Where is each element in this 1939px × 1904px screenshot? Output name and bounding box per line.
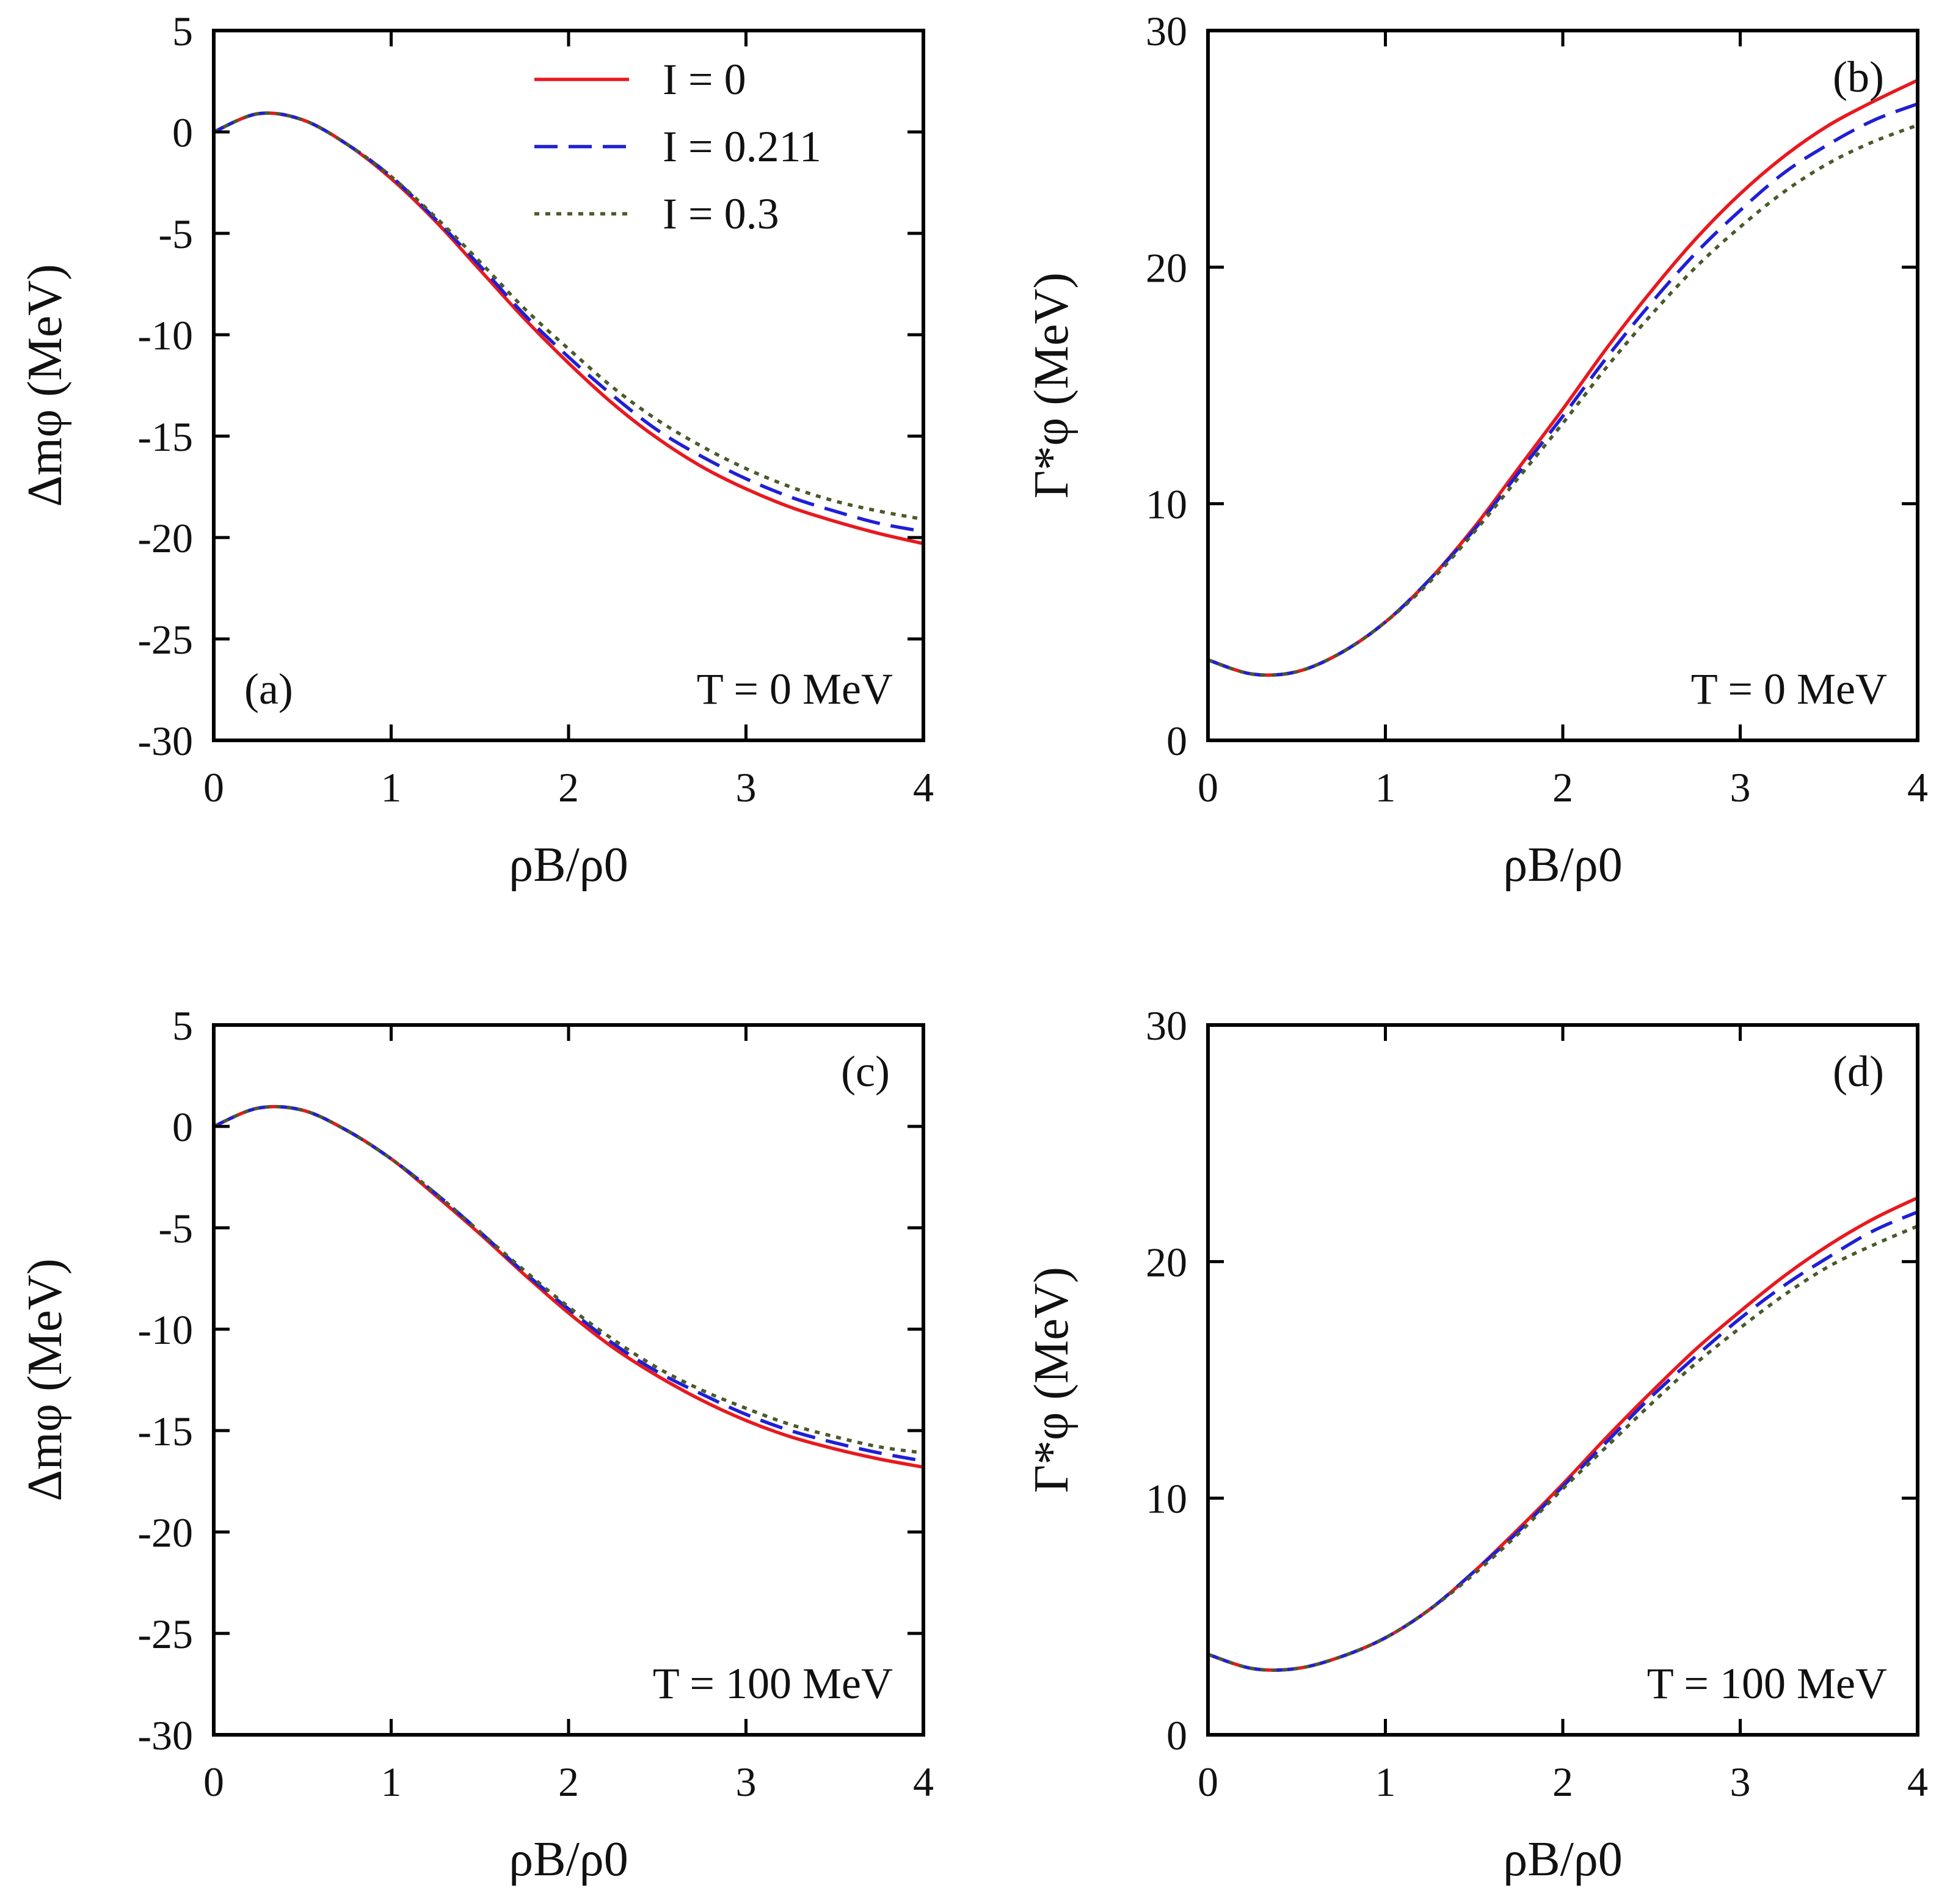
- x-tick-label: 2: [558, 1759, 579, 1805]
- x-tick-label: 0: [1198, 764, 1218, 811]
- series-group: [1208, 1196, 1918, 1672]
- y-tick-label: 0: [1166, 1712, 1187, 1759]
- plot-frame: [1206, 1023, 1919, 1737]
- series-line-1: [214, 111, 923, 545]
- plot-frame: [212, 1023, 925, 1737]
- y-tick-label: -25: [137, 1611, 193, 1657]
- series-group: [1208, 78, 1918, 677]
- x-tick-label: 1: [381, 1759, 402, 1805]
- y-tick-label: -5: [158, 211, 193, 257]
- panel-label: (c): [841, 1047, 890, 1096]
- x-tick-label: 2: [558, 764, 579, 811]
- panel-label: (b): [1833, 53, 1884, 101]
- y-tick-label: 20: [1146, 1239, 1187, 1285]
- y-tick-label: 0: [1166, 718, 1187, 764]
- x-tick-label: 4: [913, 764, 934, 811]
- series-line-2: [214, 111, 923, 533]
- y-tick-label: -15: [137, 1408, 193, 1454]
- y-tick-label: -15: [137, 414, 193, 460]
- x-tick-label: 1: [1375, 764, 1396, 811]
- chart-panel-2: 0 1 2 3 4 0 10 20 30 ρB/ρ0 Γ*φ (MeV) (b) T = 0 MeV: [1025, 8, 1928, 892]
- y-tick-label: 20: [1146, 244, 1187, 291]
- x-axis-label: ρB/ρ0: [509, 838, 628, 892]
- y-tick-label: 30: [1146, 8, 1187, 54]
- x-tick-label: 3: [736, 764, 757, 811]
- y-tick-label: -5: [158, 1205, 193, 1252]
- y-tick-label: 5: [172, 8, 193, 54]
- legend-entry-label: I = 0.3: [663, 189, 779, 238]
- series-line-1: [1208, 78, 1918, 677]
- series-line-3: [214, 111, 923, 521]
- x-tick-label: 2: [1552, 1759, 1573, 1805]
- x-tick-label: 1: [381, 764, 402, 811]
- series-line-3: [214, 1104, 923, 1455]
- x-tick-label: 1: [1375, 1759, 1396, 1805]
- series-line-2: [214, 1104, 923, 1463]
- panel-label: (d): [1833, 1047, 1884, 1096]
- x-tick-label: 3: [736, 1759, 757, 1805]
- series-group: [214, 111, 923, 545]
- y-tick-label: -10: [137, 1307, 193, 1353]
- series-line-3: [1208, 123, 1918, 677]
- y-axis-label: Γ*φ (MeV): [1025, 1267, 1079, 1493]
- series-line-1: [1208, 1196, 1918, 1672]
- chart-panel-4: 0 1 2 3 4 0 10 20 30 ρB/ρ0 Γ*φ (MeV) (d) T = 100 MeV: [1025, 1002, 1928, 1886]
- y-tick-label: -30: [137, 1712, 193, 1759]
- y-tick-label: -20: [137, 515, 193, 561]
- y-tick-label: 10: [1146, 1476, 1187, 1522]
- x-tick-label: 0: [203, 764, 224, 811]
- y-tick-label: 0: [172, 109, 193, 156]
- x-tick-label: 4: [1907, 1759, 1928, 1805]
- y-tick-label: -20: [137, 1509, 193, 1556]
- x-axis-label: ρB/ρ0: [509, 1833, 628, 1886]
- x-tick-label: 3: [1730, 764, 1751, 811]
- legend: I = 0 I = 0.211 I = 0.3: [534, 55, 821, 238]
- y-tick-label: 5: [172, 1002, 193, 1049]
- series-line-3: [1208, 1224, 1918, 1672]
- x-tick-label: 2: [1552, 764, 1573, 811]
- x-tick-label: 3: [1730, 1759, 1751, 1805]
- temperature-annotation: T = 0 MeV: [697, 665, 893, 713]
- series-line-2: [1208, 1210, 1918, 1672]
- x-axis-label: ρB/ρ0: [1503, 838, 1622, 892]
- y-tick-label: -10: [137, 312, 193, 359]
- legend-entry-label: I = 0.211: [663, 122, 821, 171]
- series-line-1: [214, 1104, 923, 1469]
- y-tick-label: 0: [172, 1104, 193, 1150]
- legend-entry-label: I = 0: [663, 55, 746, 104]
- x-axis-label: ρB/ρ0: [1503, 1833, 1622, 1886]
- y-axis-label: Δmφ (MeV): [18, 1258, 72, 1501]
- temperature-annotation: T = 100 MeV: [653, 1659, 893, 1708]
- y-tick-label: -30: [137, 718, 193, 764]
- y-axis-label: Δmφ (MeV): [18, 264, 72, 507]
- x-tick-label: 0: [203, 1759, 224, 1805]
- y-tick-label: 10: [1146, 481, 1187, 528]
- temperature-annotation: T = 100 MeV: [1647, 1659, 1887, 1708]
- series-group: [214, 1104, 923, 1469]
- y-tick-label: -25: [137, 616, 193, 663]
- panel-label: (a): [244, 665, 293, 713]
- y-tick-label: 30: [1146, 1002, 1187, 1049]
- chart-panel-1: 0 1 2 3 4 5 0 -5 -10 -15 -20 -25 -30 ρB/ρ0 Δmφ (MeV) (a…: [18, 8, 934, 892]
- temperature-annotation: T = 0 MeV: [1691, 665, 1887, 713]
- y-axis-label: Γ*φ (MeV): [1025, 272, 1079, 498]
- x-tick-label: 0: [1198, 1759, 1218, 1805]
- x-tick-label: 4: [913, 1759, 934, 1805]
- chart-panel-3: 0 1 2 3 4 5 0 -5 -10 -15 -20 -25 -30 ρB/ρ0 Δmφ (MeV) (c…: [18, 1002, 934, 1886]
- x-tick-label: 4: [1907, 764, 1928, 811]
- series-line-2: [1208, 102, 1918, 677]
